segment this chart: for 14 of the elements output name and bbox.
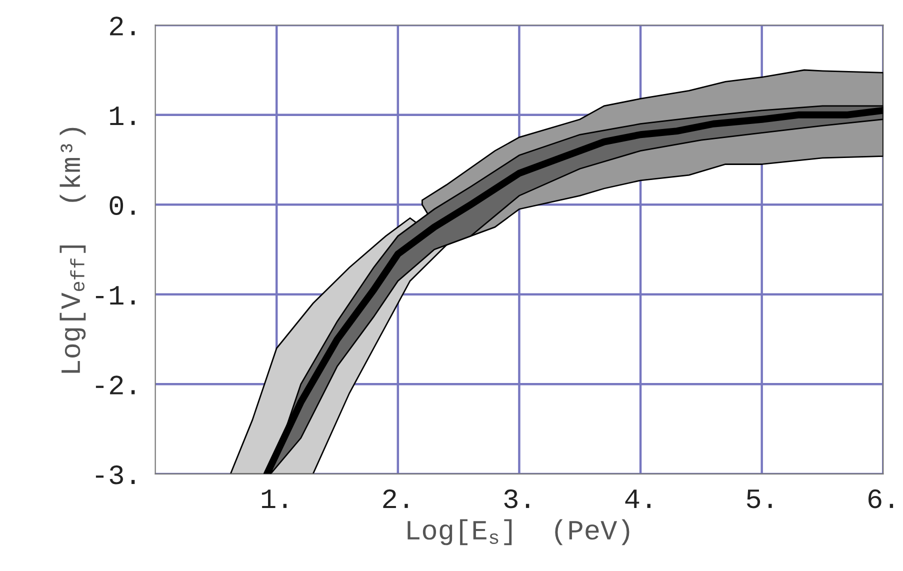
y-axis-title: Log[V$_{eff}$] (km³): [60, 128, 86, 373]
x-tick-label: 2.: [383, 489, 408, 508]
y-tick-label: -2.: [96, 376, 135, 394]
x-axis-title: Log[E$_{s}$] (PeV): [408, 519, 630, 546]
y-tick-label: 0.: [110, 196, 135, 215]
y-tick-label: 1.: [110, 106, 135, 125]
y-tick-label: -1.: [96, 286, 135, 304]
x-tick-label: 6.: [868, 489, 894, 508]
x-tick-label: 3.: [504, 489, 530, 508]
y-tick-label: 2.: [110, 16, 135, 36]
y-tick-label: -3.: [96, 465, 135, 484]
x-tick-label: 1.: [262, 490, 287, 508]
x-tick-label: 5.: [746, 490, 772, 508]
x-tick-label: 4.: [625, 490, 650, 508]
